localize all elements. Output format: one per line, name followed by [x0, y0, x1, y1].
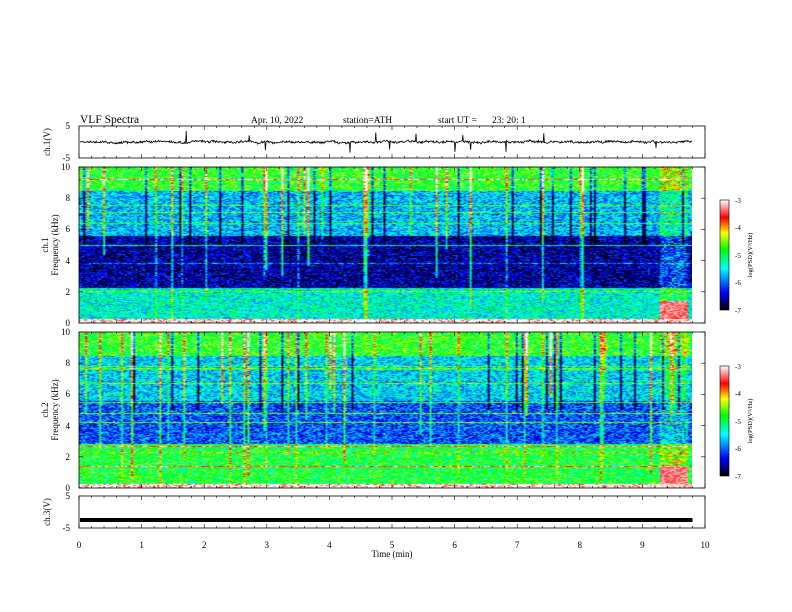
station-label: station=ATH: [343, 116, 392, 126]
time-tick-label-0: 0: [77, 540, 82, 550]
time-tick-label-4: 4: [327, 540, 332, 550]
ch2-spectrogram-image: [79, 332, 692, 488]
ch1-cb-tick-7: -7: [735, 307, 741, 315]
ch2-freq-tick-6: 6: [66, 389, 71, 399]
ch1-freq-tick-10: 10: [61, 162, 71, 172]
ch2-colorbar-scale: [719, 365, 730, 477]
time-tick-label-9: 9: [640, 540, 645, 550]
ch1-spectrogram-panel: 0 2 4 6 8 10 ch.1 Frequency (kHz): [40, 162, 706, 328]
time-tick-label-6: 6: [452, 540, 457, 550]
ch1-waveform-panel: 5 -5 ch.1(V): [42, 121, 706, 163]
ch2-spectrogram-ylabel: Frequency (kHz): [50, 379, 60, 440]
ch1-cb-tick-4: -4: [735, 224, 741, 232]
time-axis-label: Time (min): [372, 549, 413, 559]
ch3-ytick-5: 5: [66, 491, 71, 501]
ch2-cb-tick-3: -3: [735, 363, 741, 371]
ch1-cb-tick-5: -5: [735, 252, 741, 260]
ch3-waveform-ticks: [78, 496, 706, 528]
time-tick-label-7: 7: [515, 540, 520, 550]
ch3-ytick-neg5: -5: [63, 523, 71, 533]
ch3-waveform-ylabel: ch.3(V): [42, 498, 52, 526]
ch2-spectrogram-panel: 0 2 4 6 8 10 ch.2 Frequency (kHz): [40, 327, 706, 493]
time-axis-tick-labels: 0 1 2 3 4 5 6 7 8 9 10: [77, 540, 710, 550]
ch1-freq-tick-6: 6: [66, 224, 71, 234]
ch2-freq-tick-2: 2: [66, 452, 71, 462]
ch2-spectrogram-ticks: [78, 331, 706, 489]
time-tick-label-5: 5: [390, 540, 395, 550]
ch1-spectrogram-ylabel: Frequency (kHz): [50, 214, 60, 275]
ch1-colorbar: -3 -4 -5 -6 -7 log(PSD)(V²/Hz): [719, 197, 754, 315]
ch2-cb-tick-7: -7: [735, 473, 741, 481]
ch1-colorbar-label: log(PSD)(V²/Hz): [747, 233, 754, 278]
time-tick-label-10: 10: [701, 540, 711, 550]
date-label: Apr. 10, 2022: [251, 116, 304, 126]
ch1-waveform-ticks: [78, 126, 706, 158]
ch2-freq-tick-8: 8: [66, 358, 71, 368]
start-ut-label: start UT =: [438, 116, 477, 126]
ch1-freq-tick-4: 4: [66, 256, 71, 266]
start-time-label: 23: 20: 1: [492, 116, 526, 126]
ch1-waveform-ylabel: ch.1(V): [42, 128, 52, 156]
ch1-spectrogram-ticks: [78, 166, 706, 324]
ch2-cb-tick-6: -6: [735, 445, 741, 453]
time-tick-label-2: 2: [202, 540, 207, 550]
ch2-spectrogram-channel: ch.2: [40, 402, 50, 417]
time-tick-label-8: 8: [578, 540, 583, 550]
ch1-cb-tick-6: -6: [735, 279, 741, 287]
ch1-freq-tick-0: 0: [66, 318, 71, 328]
ch3-waveform-panel: 5 -5 ch.3(V): [42, 491, 706, 533]
ch2-colorbar: -3 -4 -5 -6 -7 log(PSD)(V²/Hz): [719, 363, 754, 481]
ch1-cb-tick-3: -3: [735, 197, 741, 205]
ch1-freq-tick-2: 2: [66, 287, 71, 297]
ch2-cb-tick-4: -4: [735, 390, 741, 398]
ch2-freq-tick-4: 4: [66, 421, 71, 431]
ch3-waveform-frame: [78, 495, 706, 529]
time-tick-label-3: 3: [265, 540, 270, 550]
ch1-spectrogram-channel: ch.1: [40, 237, 50, 252]
ch2-cb-tick-5: -5: [735, 418, 741, 426]
time-tick-label-1: 1: [139, 540, 144, 550]
ch2-colorbar-label: log(PSD)(V²/Hz): [747, 399, 754, 444]
figure-title: VLF Spectra: [80, 114, 139, 126]
ch1-spectrogram-image: [79, 167, 692, 323]
ch1-colorbar-scale: [719, 199, 730, 311]
ch1-waveform-line: [79, 130, 693, 153]
ch1-freq-tick-8: 8: [66, 193, 71, 203]
ch2-freq-tick-10: 10: [61, 327, 71, 337]
ch1-ytick-5: 5: [66, 121, 71, 131]
ch2-freq-tick-0: 0: [66, 483, 71, 493]
ch1-ytick-neg5: -5: [63, 153, 71, 163]
